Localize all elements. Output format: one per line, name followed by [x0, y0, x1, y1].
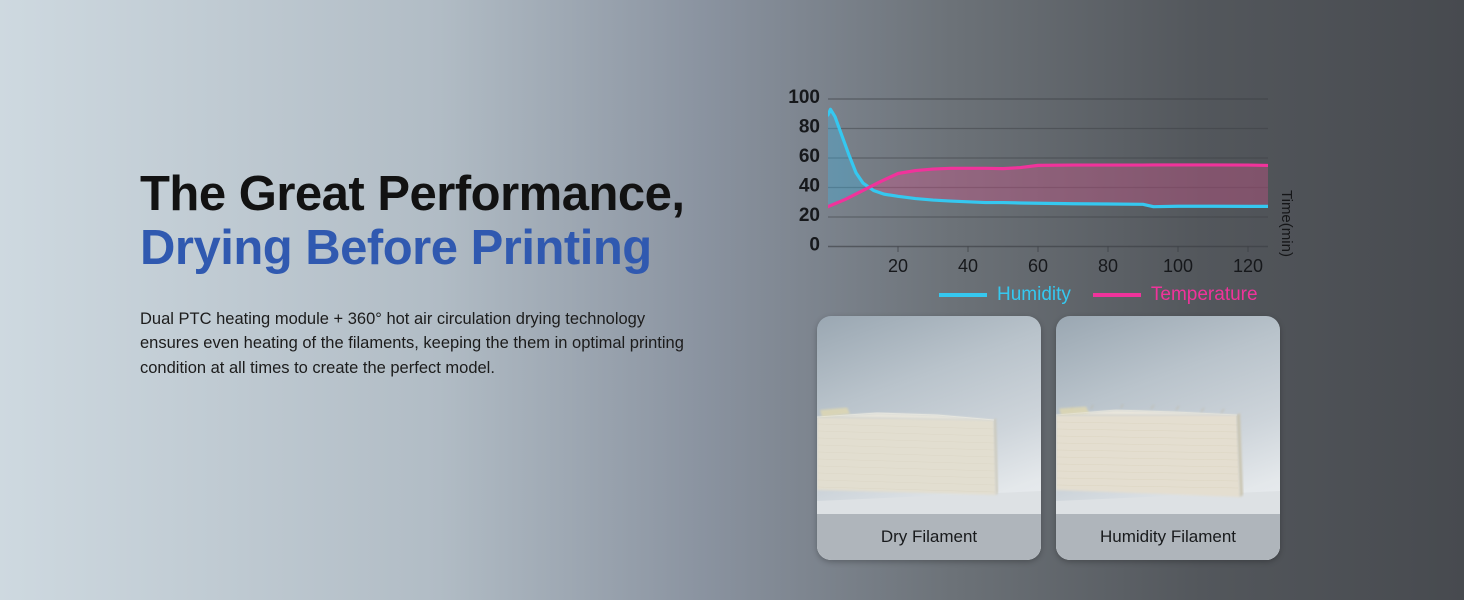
- svg-text:80: 80: [799, 117, 820, 138]
- svg-text:80: 80: [1098, 256, 1118, 276]
- svg-text:60: 60: [799, 146, 820, 167]
- svg-text:20: 20: [799, 205, 820, 226]
- svg-text:120: 120: [1233, 256, 1263, 276]
- svg-text:40: 40: [799, 176, 820, 197]
- svg-text:0: 0: [809, 235, 820, 256]
- svg-text:20: 20: [888, 256, 908, 276]
- svg-text:100: 100: [1163, 256, 1193, 276]
- svg-text:100: 100: [788, 87, 820, 108]
- svg-text:60: 60: [1028, 256, 1048, 276]
- svg-text:40: 40: [958, 256, 978, 276]
